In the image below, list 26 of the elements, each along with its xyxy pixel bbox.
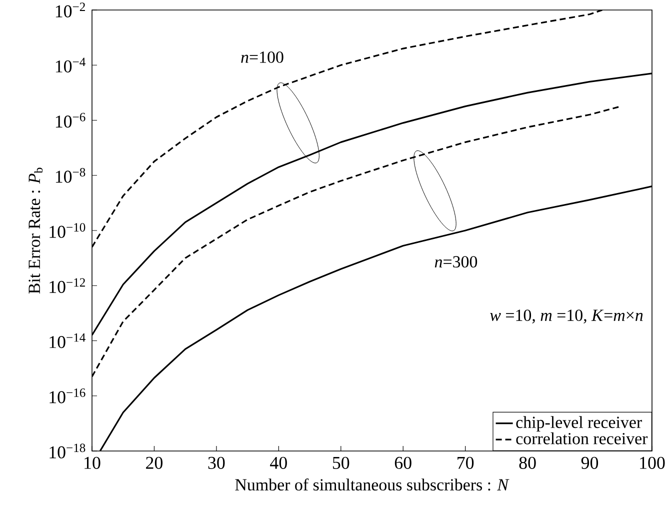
legend-label: correlation receiver xyxy=(516,432,648,444)
y-tick-label: 10$^{−4}$ xyxy=(56,58,86,72)
y-tick-label: 10$^{−10}$ xyxy=(50,223,86,238)
x-tick-label: 20 xyxy=(146,456,163,469)
annotation: n=100 xyxy=(241,51,284,63)
legend-label: chip-level receiver xyxy=(516,416,642,432)
x-tick-label: 30 xyxy=(208,456,225,469)
x-tick-label: 40 xyxy=(270,456,287,469)
y-tick-label: 10$^{−18}$ xyxy=(50,444,86,458)
text: w =10, m =10, K=m×n xyxy=(490,310,643,324)
x-tick-label: 50 xyxy=(332,456,350,469)
x-tick-label: 90 xyxy=(581,456,598,469)
y-tick-label: 10$^{−6}$ xyxy=(56,112,86,128)
x-tick-label: 80 xyxy=(519,456,536,469)
x-tick-label: 60 xyxy=(394,456,412,469)
y-tick-label: 10$^{−12}$ xyxy=(50,278,85,293)
y-tick-label: 10$^{−8}$ xyxy=(56,168,86,183)
x-tick-label: 10 xyxy=(84,456,100,469)
x-axis-title: Number of simultaneous subscribers : N xyxy=(235,478,510,491)
annotation: n=300 xyxy=(434,256,478,268)
y-tick-label: 10$^{−16}$ xyxy=(50,388,86,404)
y-tick-label: 10$^{−2}$ xyxy=(56,2,85,18)
y-tick-label: 10$^{−14}$ xyxy=(50,333,86,348)
x-tick-label: 100 xyxy=(640,456,665,469)
y-axis-title: Bit Error Rate : P$_{b}$ xyxy=(28,168,43,294)
x-tick-label: 70 xyxy=(458,456,474,469)
